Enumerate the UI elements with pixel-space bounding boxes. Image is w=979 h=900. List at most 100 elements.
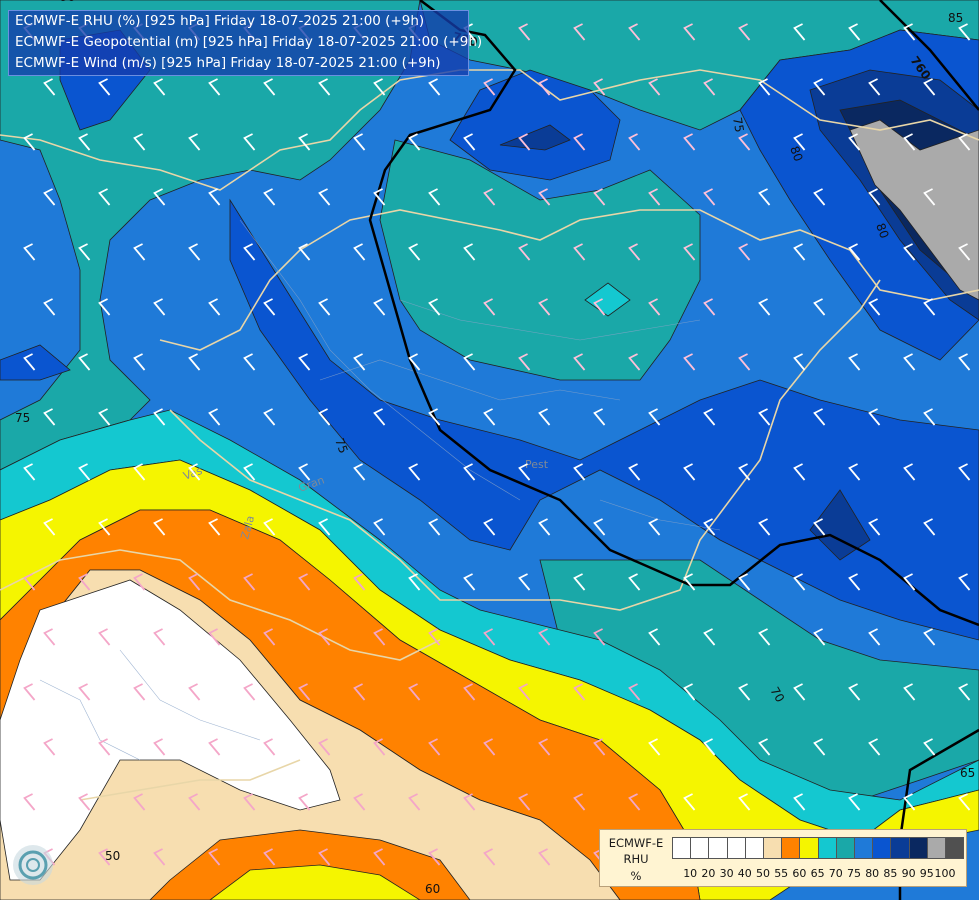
wind-barb [923,78,936,96]
wind-barb [868,78,881,96]
wind-barb [263,298,276,316]
wind-barb [758,188,771,206]
wind-barb [373,628,386,646]
wind-barb [628,793,641,811]
wind-barb [483,408,496,426]
wind-barb [428,188,441,206]
wind-barb [868,628,881,646]
wind-barb [243,463,256,481]
wind-barb [243,683,256,701]
wind-barb [703,518,716,536]
svg-text:65: 65 [960,766,975,780]
wind-barb [923,188,936,206]
wind-barb [573,793,586,811]
wind-barb [923,738,936,756]
legend-swatch [854,837,874,859]
wind-barb [738,793,751,811]
wind-barb [373,298,386,316]
wind-barb [98,628,111,646]
wind-barb [43,298,56,316]
legend-tick-label: 75 [847,867,861,880]
wind-barb [573,573,586,591]
wind-barb [813,518,826,536]
wind-barb [758,408,771,426]
wind-barb [483,188,496,206]
wind-barb [373,188,386,206]
legend-swatch [708,837,728,859]
wind-barb [793,353,806,371]
wind-barb [263,848,276,866]
wind-barb [463,463,476,481]
wind-barb [98,78,111,96]
wind-barb [428,298,441,316]
wind-barb [518,23,531,41]
wind-barb [813,188,826,206]
wind-barb [703,738,716,756]
wind-barb [318,188,331,206]
wind-barb [848,133,861,151]
rhu-legend: ECMWF-E RHU % 10 20 30 40 50 55 60 65 70 75 80 85 90… [599,829,967,887]
wind-barb [98,518,111,536]
wind-barb [573,243,586,261]
wind-barb [538,518,551,536]
wind-barb [903,683,916,701]
wind-barb [463,573,476,591]
wind-barb [133,243,146,261]
wind-barb [153,298,166,316]
wind-barb [43,738,56,756]
legend-swatch [872,837,892,859]
wind-barb [263,628,276,646]
wind-barb [243,793,256,811]
wind-barb [78,353,91,371]
wind-barb [153,518,166,536]
wind-barb [703,628,716,646]
wind-barb [958,133,971,151]
legend-unit: % [630,869,642,883]
wind-barb [738,133,751,151]
wind-barb [208,848,221,866]
wind-barb [298,463,311,481]
wind-barb [428,628,441,646]
wind-barb [298,793,311,811]
wind-barb [683,243,696,261]
wind-barb [848,353,861,371]
wind-barb [353,133,366,151]
wind-barb [463,793,476,811]
wind-barb [298,133,311,151]
wind-barb [923,628,936,646]
wind-barb [408,793,421,811]
wind-barb [518,463,531,481]
wind-barb [593,628,606,646]
legend-variable: RHU [623,852,649,866]
wind-barb [738,463,751,481]
wind-barb [903,23,916,41]
wind-barb [353,243,366,261]
wind-barb [573,683,586,701]
wind-barb [98,738,111,756]
wind-barb [353,793,366,811]
wind-barb [133,353,146,371]
wind-barb [188,683,201,701]
wind-barb [923,518,936,536]
wind-barb [683,793,696,811]
wind-barb [208,408,221,426]
wind-barb [538,188,551,206]
wind-barb [923,408,936,426]
wind-barb [628,133,641,151]
legend-swatch [890,837,910,859]
region-boundaries [39,219,721,761]
wind-barb [738,23,751,41]
wind-barb [263,738,276,756]
wind-barb [903,463,916,481]
wind-barb [153,738,166,756]
wind-barb [868,298,881,316]
wind-barb [738,573,751,591]
wind-barb [683,573,696,591]
legend-swatch [744,837,764,859]
wind-barb [243,243,256,261]
wind-barb [408,353,421,371]
wind-barb [573,463,586,481]
wind-barb [43,408,56,426]
svg-text:50: 50 [105,849,120,863]
wind-barb [518,133,531,151]
